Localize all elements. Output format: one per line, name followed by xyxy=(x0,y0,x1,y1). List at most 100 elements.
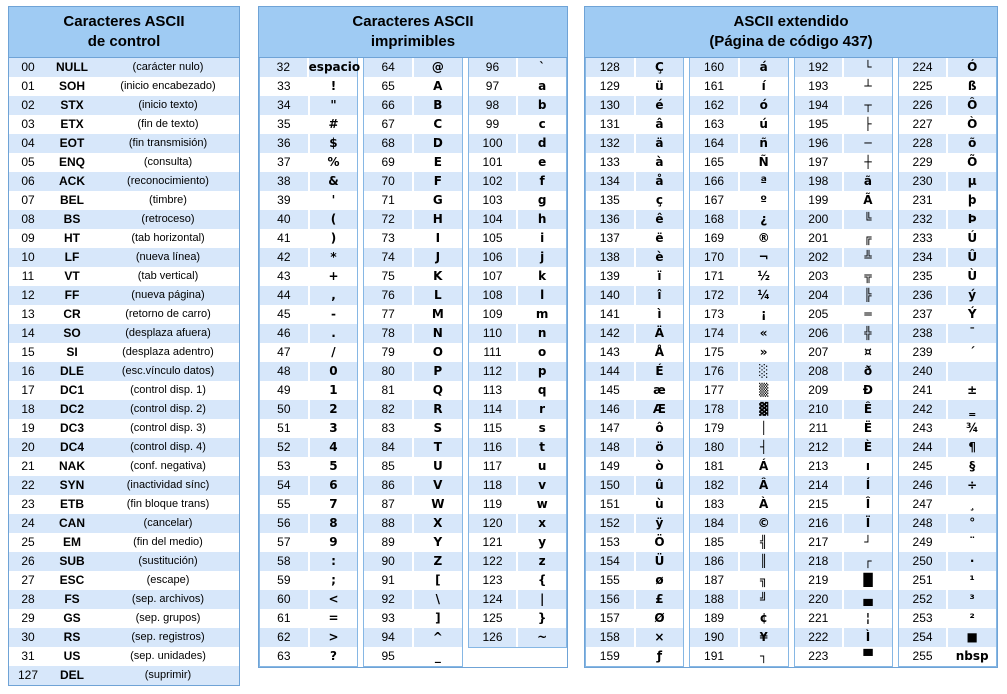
decimal-code: 182 xyxy=(704,478,725,492)
table-row: 118 v xyxy=(468,476,566,495)
decimal-code: 73 xyxy=(381,231,395,245)
decimal-code: 250 xyxy=(912,554,933,568)
character-glyph: ó xyxy=(737,96,788,115)
decimal-code: 61 xyxy=(277,611,291,625)
decimal-code: 254 xyxy=(912,630,933,644)
character-glyph: ï xyxy=(633,267,684,286)
decimal-code: 197 xyxy=(808,155,829,169)
control-description: (tab horizontal) xyxy=(131,232,205,244)
decimal-code: 180 xyxy=(704,440,725,454)
table-row: 251 ¹ xyxy=(899,571,996,590)
decimal-code: 205 xyxy=(808,307,829,321)
table-row: 101 e xyxy=(469,153,566,172)
character-glyph: ı xyxy=(842,457,892,476)
decimal-code: 214 xyxy=(808,478,829,492)
decimal-code: 253 xyxy=(912,611,933,625)
table-row: 85 U xyxy=(364,457,461,476)
table-row: 53 5 xyxy=(260,457,357,476)
character-glyph: Â xyxy=(737,476,788,495)
table-row: 186 ║ xyxy=(690,552,788,571)
decimal-code: 165 xyxy=(704,155,725,169)
character-glyph: ð xyxy=(842,362,892,381)
decimal-code: 119 xyxy=(482,497,503,511)
control-description: (inicio encabezado) xyxy=(120,80,216,92)
table-row: 146 Æ xyxy=(586,400,684,419)
character-glyph: ¨ xyxy=(946,533,996,552)
character-glyph: ° xyxy=(946,514,996,533)
decimal-code: 35 xyxy=(277,117,291,131)
panel-title-line1: Caracteres ASCII xyxy=(63,13,185,30)
character-glyph: [ xyxy=(411,571,462,590)
character-glyph: 9 xyxy=(307,533,358,552)
table-row: 16 DLE (esc.vínculo datos) xyxy=(9,362,239,381)
table-row: 205 ═ xyxy=(795,305,892,324)
table-row: 158 × xyxy=(586,628,684,647)
decimal-code: 97 xyxy=(485,79,500,93)
decimal-code: 161 xyxy=(704,79,725,93)
table-row: 254 ■ xyxy=(898,628,996,647)
decimal-code: 240 xyxy=(912,364,933,378)
decimal-code: 64 xyxy=(381,60,395,74)
table-row: 76 L xyxy=(364,286,462,305)
character-glyph: █ xyxy=(842,571,892,590)
decimal-code: 173 xyxy=(704,307,725,321)
character-glyph: ¸ xyxy=(946,495,996,514)
character-glyph: x xyxy=(516,514,566,533)
table-row: 255 nbsp xyxy=(899,647,996,666)
character-glyph: ñ xyxy=(737,134,788,153)
decimal-code: 148 xyxy=(599,440,620,454)
panel-title-line1: Caracteres ASCII xyxy=(352,13,474,30)
table-row: 150 û xyxy=(586,476,684,495)
character-glyph: " xyxy=(307,96,358,115)
decimal-code: 181 xyxy=(704,459,725,473)
character-glyph: S xyxy=(411,419,462,438)
table-row: 114 r xyxy=(468,400,566,419)
table-row: 227 Ò xyxy=(899,115,996,134)
table-row: 71 G xyxy=(364,191,461,210)
table-row: 167 º xyxy=(690,191,787,210)
decimal-code: 234 xyxy=(912,250,933,264)
panel-title-line2: (Página de código 437) xyxy=(709,33,873,50)
decimal-code: 65 xyxy=(381,79,395,93)
decimal-code: 168 xyxy=(704,212,725,226)
decimal-code: 58 xyxy=(277,554,291,568)
character-glyph: ¹ xyxy=(946,571,996,590)
character-glyph: espacio xyxy=(306,58,360,77)
decimal-code: 74 xyxy=(381,250,395,264)
character-glyph: ╗ xyxy=(737,571,788,590)
table-row: 198 ã xyxy=(794,172,892,191)
table-row: 62 > xyxy=(260,628,358,647)
printable-column-96-126: 96 ` 97 a 98 b 99 c xyxy=(467,58,567,648)
control-abbreviation: HT xyxy=(64,231,80,245)
decimal-code: 127 xyxy=(17,668,39,682)
control-description: (carácter nulo) xyxy=(132,61,204,73)
character-glyph: » xyxy=(737,343,788,362)
character-glyph: ² xyxy=(946,609,996,628)
decimal-code: 229 xyxy=(912,155,933,169)
decimal-code: 183 xyxy=(704,497,725,511)
table-row: 56 8 xyxy=(260,514,358,533)
character-glyph: Ü xyxy=(633,552,684,571)
panel-title-line2: de control xyxy=(87,33,161,50)
printable-columns: 32 espacio 33 ! 34 " 35 xyxy=(259,58,567,667)
character-glyph: } xyxy=(516,609,566,628)
decimal-code: 239 xyxy=(912,345,933,359)
panel-title-line1: ASCII extendido xyxy=(733,13,849,30)
table-row: 230 µ xyxy=(898,172,996,191)
decimal-code: 206 xyxy=(808,326,829,340)
table-row: 136 ê xyxy=(586,210,684,229)
table-row: 33 ! xyxy=(260,77,357,96)
decimal-code: 208 xyxy=(808,364,829,378)
table-row: 86 V xyxy=(364,476,462,495)
character-glyph: Ý xyxy=(946,305,996,324)
decimal-code: 190 xyxy=(704,630,725,644)
table-row: 08 BS (retroceso) xyxy=(9,210,239,229)
table-row: 73 I xyxy=(364,229,461,248)
character-glyph: å xyxy=(633,172,684,191)
table-row: 66 B xyxy=(364,96,462,115)
table-row: 13 CR (retorno de carro) xyxy=(9,305,239,324)
control-abbreviation: DC3 xyxy=(59,421,84,435)
decimal-code: 255 xyxy=(912,649,933,663)
control-description: (sep. registros) xyxy=(131,631,205,643)
table-row: 04 EOT (fin transmisión) xyxy=(9,134,239,153)
